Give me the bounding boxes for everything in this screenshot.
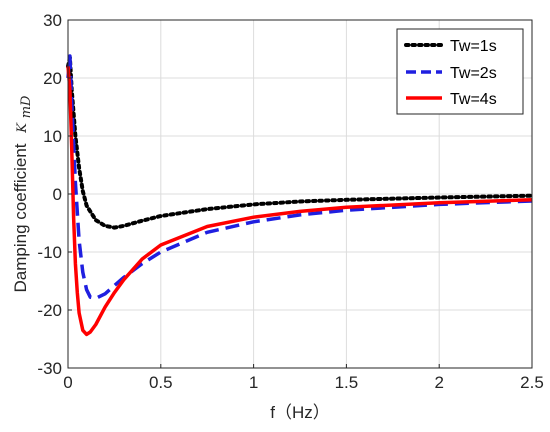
y-tick-label: 0	[53, 185, 62, 204]
x-tick-label: 0.5	[149, 373, 173, 392]
y-tick-label: -10	[37, 243, 62, 262]
series-layer	[66, 54, 534, 337]
x-tick-label: 2.5	[520, 373, 544, 392]
y-tick-label: 30	[43, 11, 62, 30]
tick-layer: 0 0.5 1 1.5 2 2.5 -30 -20 -10 0 10 20 30	[37, 11, 543, 392]
x-tick-label: 2	[434, 373, 443, 392]
svg-text:Damping coefficient K: Damping coefficient K mD	[11, 95, 34, 293]
y-axis-title: Damping coefficient	[11, 143, 30, 292]
series-line-tw-1s	[66, 55, 534, 230]
y-tick-label: -20	[37, 301, 62, 320]
legend-label-tw2: Tw=2s	[450, 65, 497, 82]
x-tick-label: 0	[63, 373, 72, 392]
legend: Tw=1s Tw=2s Tw=4s	[396, 28, 524, 115]
series-line-tw-2s	[66, 54, 533, 301]
x-tick-label: 1.5	[335, 373, 359, 392]
y-axis-symbol: K	[15, 122, 30, 134]
legend-label-tw1: Tw=1s	[450, 38, 497, 55]
legend-box	[396, 28, 524, 115]
grid	[67, 19, 533, 369]
y-tick-label: -30	[37, 359, 62, 378]
x-tick-label: 1	[249, 373, 258, 392]
series-line-tw-4s	[66, 66, 533, 337]
y-axis-title-group: Damping coefficient K mD	[11, 95, 34, 293]
y-axis-symbol-subscript: mD	[19, 95, 34, 118]
x-axis-title: f（Hz）	[270, 403, 330, 422]
legend-label-tw4: Tw=4s	[450, 91, 497, 108]
y-tick-label: 20	[43, 69, 62, 88]
y-tick-label: 10	[43, 127, 62, 146]
